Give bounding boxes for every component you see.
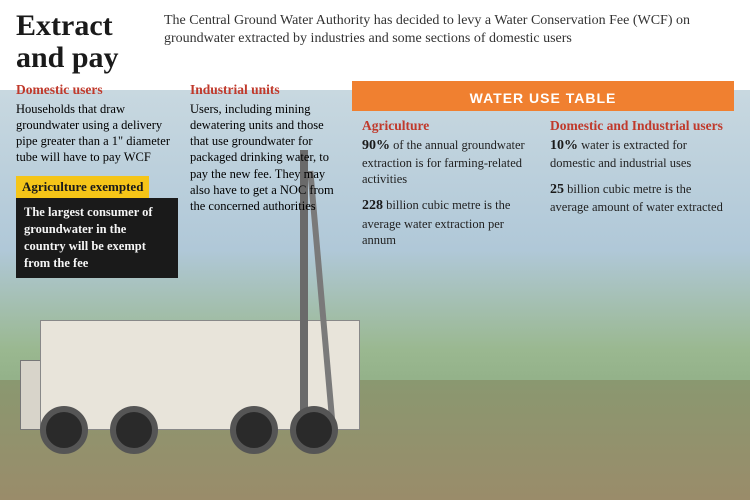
table-di-stat2: 25 billion cubic metre is the average am…: [550, 181, 724, 215]
water-use-table: WATER USE TABLE Agriculture 90% of the a…: [352, 81, 734, 258]
industrial-body: Users, including mining dewatering units…: [190, 101, 340, 215]
table-ag-stat2-text: billion cubic metre is the average water…: [362, 198, 510, 246]
main-subtitle: The Central Ground Water Authority has d…: [164, 10, 734, 73]
infographic-content: Extract and pay The Central Ground Water…: [0, 0, 750, 278]
table-ag-stat2-num: 228: [362, 198, 383, 213]
table-di-stat2-text: billion cubic metre is the average amoun…: [550, 182, 723, 214]
table-di-stat1-num: 10%: [550, 138, 578, 153]
table-ag-stat1-num: 90%: [362, 138, 390, 153]
truck-wheel: [40, 406, 88, 454]
table-ag-stat2: 228 billion cubic metre is the average w…: [362, 197, 536, 248]
columns-row: Domestic users Households that draw grou…: [16, 81, 734, 278]
table-body: Agriculture 90% of the annual groundwate…: [352, 111, 734, 258]
middle-column: Industrial units Users, including mining…: [190, 81, 340, 214]
main-title: Extract and pay: [16, 10, 146, 73]
table-di-stat1: 10% water is extracted for domestic and …: [550, 137, 724, 171]
domestic-body: Households that draw groundwater using a…: [16, 101, 178, 166]
table-di-stat2-num: 25: [550, 182, 564, 197]
header-row: Extract and pay The Central Ground Water…: [16, 10, 734, 73]
industrial-heading: Industrial units: [190, 81, 340, 99]
table-col-domestic-industrial: Domestic and Industrial users 10% water …: [550, 117, 724, 258]
right-column: WATER USE TABLE Agriculture 90% of the a…: [352, 81, 734, 258]
left-column: Domestic users Households that draw grou…: [16, 81, 178, 278]
table-col-agriculture: Agriculture 90% of the annual groundwate…: [362, 117, 536, 258]
agriculture-heading: Agriculture exempted: [16, 176, 149, 199]
agriculture-body: The largest consumer of groundwater in t…: [16, 198, 178, 278]
table-di-heading: Domestic and Industrial users: [550, 117, 724, 135]
truck-wheel: [110, 406, 158, 454]
table-title: WATER USE TABLE: [352, 85, 734, 111]
truck-wheel: [290, 406, 338, 454]
table-ag-stat1: 90% of the annual groundwater extraction…: [362, 137, 536, 188]
table-ag-heading: Agriculture: [362, 117, 536, 135]
domestic-heading: Domestic users: [16, 81, 178, 99]
truck-wheel: [230, 406, 278, 454]
agriculture-block: Agriculture exempted The largest consume…: [16, 176, 178, 278]
